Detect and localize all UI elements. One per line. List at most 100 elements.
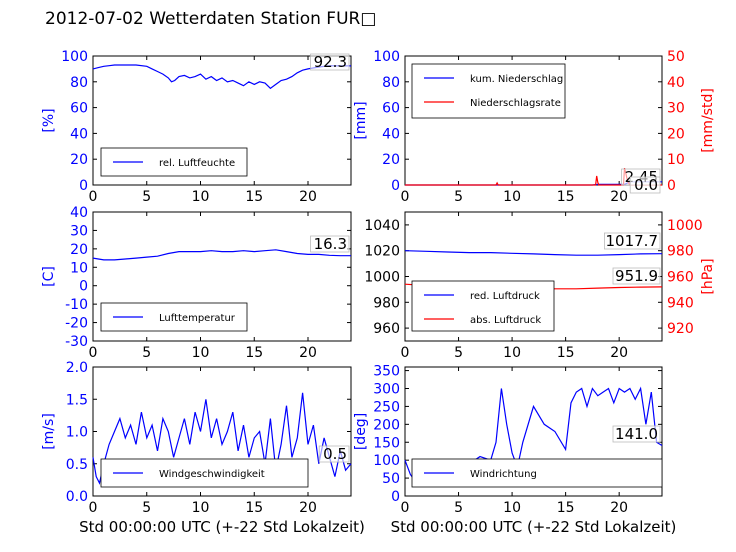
last-value-label: 141.0 (615, 425, 658, 443)
y-tick-label: -30 (65, 334, 88, 350)
y-axis-label: [C] (41, 266, 57, 287)
x-tick-label: 15 (557, 189, 575, 205)
x-tick-label: 10 (503, 345, 521, 361)
x-tick-label: 15 (245, 500, 263, 516)
y-tick-label: 960 (373, 321, 400, 337)
x-tick-label: 20 (299, 345, 317, 361)
series-line (92, 392, 352, 485)
x-tick-label: 5 (142, 500, 151, 516)
y-tick-label: 350 (373, 364, 400, 380)
legend-box (411, 63, 566, 119)
y-axis-label: [m/s] (41, 413, 57, 450)
x-tick-label: 0 (401, 345, 410, 361)
x-tick-label: 20 (299, 500, 317, 516)
x-tick-label: 15 (245, 345, 263, 361)
series-line (404, 250, 663, 256)
last-value-box (318, 445, 350, 463)
y-tick-label: 100 (373, 49, 400, 65)
temperature-panel: 0 5 10 15 20 -30 -20 -10 0 10 20 30 40 [C] Lufttempera… (41, 205, 352, 361)
x-tick-label: 20 (610, 189, 628, 205)
y-right-tick-label: 30 (667, 101, 685, 117)
x-tick-label: 0 (401, 500, 410, 516)
y-tick-label: 0.5 (66, 457, 88, 473)
x-tick-label: 5 (142, 345, 151, 361)
last-value-label: 0.5 (323, 445, 347, 463)
series-line (92, 64, 351, 90)
y-right-tick-label: 50 (667, 49, 685, 65)
legend-label: Lufttemperatur (159, 313, 236, 324)
y-tick-label: 0 (391, 178, 400, 194)
last-value-box (612, 425, 661, 443)
y-tick-label: 200 (373, 417, 400, 433)
y-right-tick-label: 20 (667, 126, 685, 142)
y-tick-label: 0 (79, 178, 88, 194)
y-tick-label: 0.0 (66, 489, 88, 505)
x-tick-label: 15 (557, 345, 575, 361)
y-right-tick-label: 10 (667, 152, 685, 168)
precipitation-panel: 0 5 10 15 20 0 20 40 60 80 100 0 10 20 30 40 50 [mm] [mm/s… (353, 49, 716, 205)
y-right-tick-label: 920 (667, 321, 694, 337)
y-tick-label: 30 (70, 223, 88, 239)
y-right-tick-label: 940 (667, 295, 694, 311)
x-tick-label: 0 (89, 500, 98, 516)
y-tick-label: 100 (373, 453, 400, 469)
y-tick-label: 20 (70, 152, 88, 168)
series-line (92, 249, 351, 261)
y-tick-label: 300 (373, 382, 400, 398)
last-value-label: 0.0 (634, 176, 658, 194)
humidity-panel: 0 5 10 15 20 0 20 40 60 80 100 [%] rel. Luftfeuchte 9… (41, 49, 352, 205)
x-tick-label: 10 (192, 500, 210, 516)
x-tick-label: 5 (454, 189, 463, 205)
last-value-label: 92.3 (314, 53, 347, 71)
y-tick-label: 1.0 (66, 425, 88, 441)
x-tick-label: 20 (610, 500, 628, 516)
last-value-box (629, 176, 661, 194)
y-tick-label: 10 (70, 260, 88, 276)
legend-label: Niederschlagsrate (470, 98, 561, 109)
x-tick-label: 0 (89, 189, 98, 205)
legend-label: rel. Luftfeuchte (159, 158, 235, 169)
y-tick-label: 80 (70, 75, 88, 91)
y-tick-label: 0 (79, 279, 88, 295)
y-tick-label: 0 (391, 489, 400, 505)
y-right-tick-label: 980 (667, 244, 694, 260)
y-tick-label: -20 (65, 316, 88, 332)
last-value-box (604, 232, 661, 250)
y-tick-label: 20 (70, 242, 88, 258)
y-right-tick-label: 1000 (667, 218, 703, 234)
y-tick-label: 40 (70, 205, 88, 221)
x-tick-label: 10 (503, 189, 521, 205)
last-value-label: 16.3 (314, 235, 347, 253)
wind-speed-panel: 0 5 10 15 20 0.0 0.5 1.0 1.5 2.0 [m/s] Std 00:00:00… (41, 360, 365, 536)
x-tick-label: 0 (89, 345, 98, 361)
y-axis-label: [mm] (353, 101, 369, 139)
y-tick-label: 1000 (364, 270, 400, 286)
x-tick-label: 5 (454, 345, 463, 361)
x-tick-label: 15 (557, 500, 575, 516)
last-value-label: 951.9 (615, 267, 658, 285)
y-tick-label: 100 (61, 49, 88, 65)
y-tick-label: 20 (382, 152, 400, 168)
y-tick-label: 1.5 (66, 392, 88, 408)
y-right-axis-label: [hPa] (700, 258, 716, 294)
y-tick-label: 60 (382, 101, 400, 117)
x-tick-label: 20 (299, 189, 317, 205)
y-tick-label: 1020 (364, 244, 400, 260)
y-tick-label: 50 (382, 471, 400, 487)
y-right-axis-label: [mm/std] (700, 88, 716, 153)
x-tick-label: 20 (610, 345, 628, 361)
x-tick-label: 10 (503, 500, 521, 516)
x-tick-label: 10 (192, 189, 210, 205)
y-right-tick-label: 960 (667, 270, 694, 286)
x-tick-label: 10 (192, 345, 210, 361)
legend-label: abs. Luftdruck (470, 315, 541, 326)
page-title: 2012-07-02 Wetterdaten Station FUR□ (45, 9, 377, 29)
last-value-box (612, 267, 661, 285)
y-tick-label: -10 (65, 297, 88, 313)
x-tick-label: 5 (454, 500, 463, 516)
y-tick-label: 80 (382, 75, 400, 91)
y-tick-label: 2.0 (66, 360, 88, 376)
legend-label: Windrichtung (470, 469, 537, 480)
